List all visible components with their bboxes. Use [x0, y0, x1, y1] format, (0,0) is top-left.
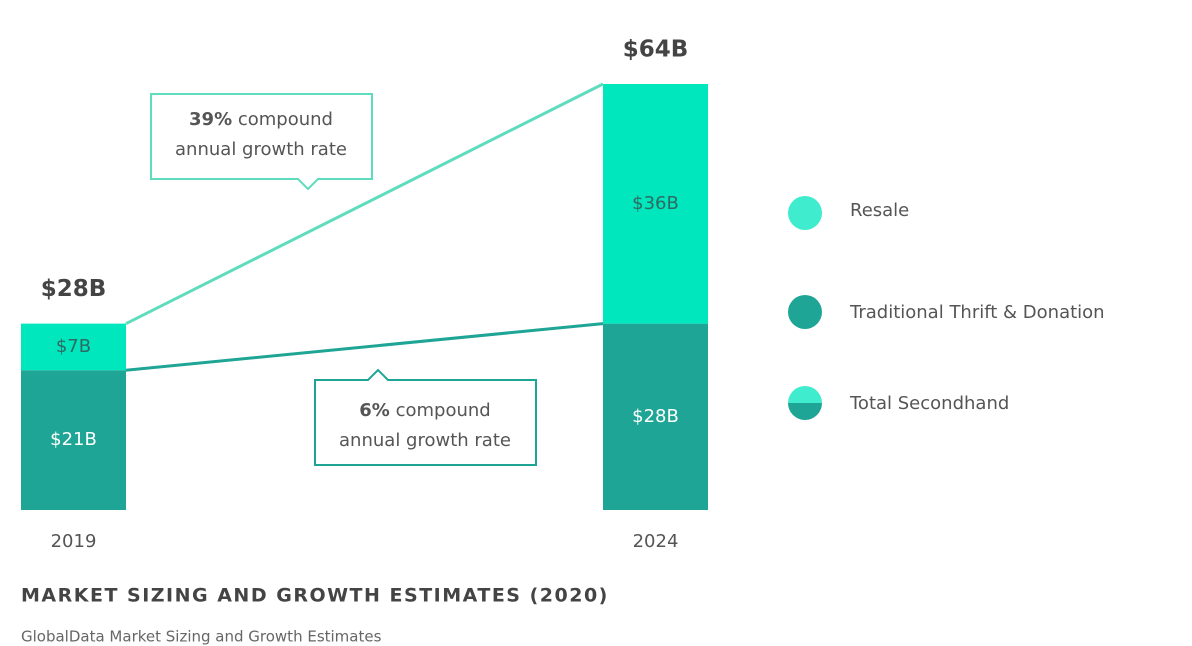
data-label: $36B — [632, 193, 679, 214]
chart-title: MARKET SIZING AND GROWTH ESTIMATES (2020… — [21, 585, 609, 607]
legend-label: Total Secondhand — [849, 393, 1009, 414]
data-label: $21B — [50, 429, 97, 450]
annotation-box — [314, 368, 537, 466]
annotation-text: annual growth rate — [175, 139, 347, 160]
annotation-text: compound — [396, 400, 491, 421]
legend-swatch — [788, 196, 822, 230]
total-label: $64B — [623, 37, 689, 63]
trend-line — [125, 322, 604, 372]
annotation: 6% compound — [359, 400, 490, 421]
annotation-emphasis: 6% — [359, 400, 390, 421]
annotation-text: compound — [238, 109, 333, 130]
bar-segment — [603, 84, 708, 324]
data-label: $28B — [632, 406, 679, 427]
bar-segment — [21, 323, 126, 371]
trend-line — [125, 82, 604, 325]
total-label: $28B — [41, 276, 107, 302]
legend-swatch — [788, 386, 822, 403]
chart-subtitle: GlobalData Market Sizing and Growth Esti… — [21, 628, 382, 646]
legend-swatch — [788, 295, 822, 329]
annotation-text: annual growth rate — [339, 430, 511, 451]
annotation: 39% compound — [189, 109, 333, 130]
legend-label: Resale — [850, 200, 909, 221]
bar-segment — [603, 323, 708, 510]
x-tick-label: 2019 — [51, 531, 97, 552]
legend-label: Traditional Thrift & Donation — [849, 302, 1105, 323]
x-tick-label: 2024 — [633, 531, 679, 552]
annotation-box — [150, 93, 373, 191]
legend-swatch — [788, 403, 822, 420]
annotation-emphasis: 39% — [189, 109, 232, 130]
data-label: $7B — [56, 336, 91, 357]
bar-segment — [21, 370, 126, 510]
